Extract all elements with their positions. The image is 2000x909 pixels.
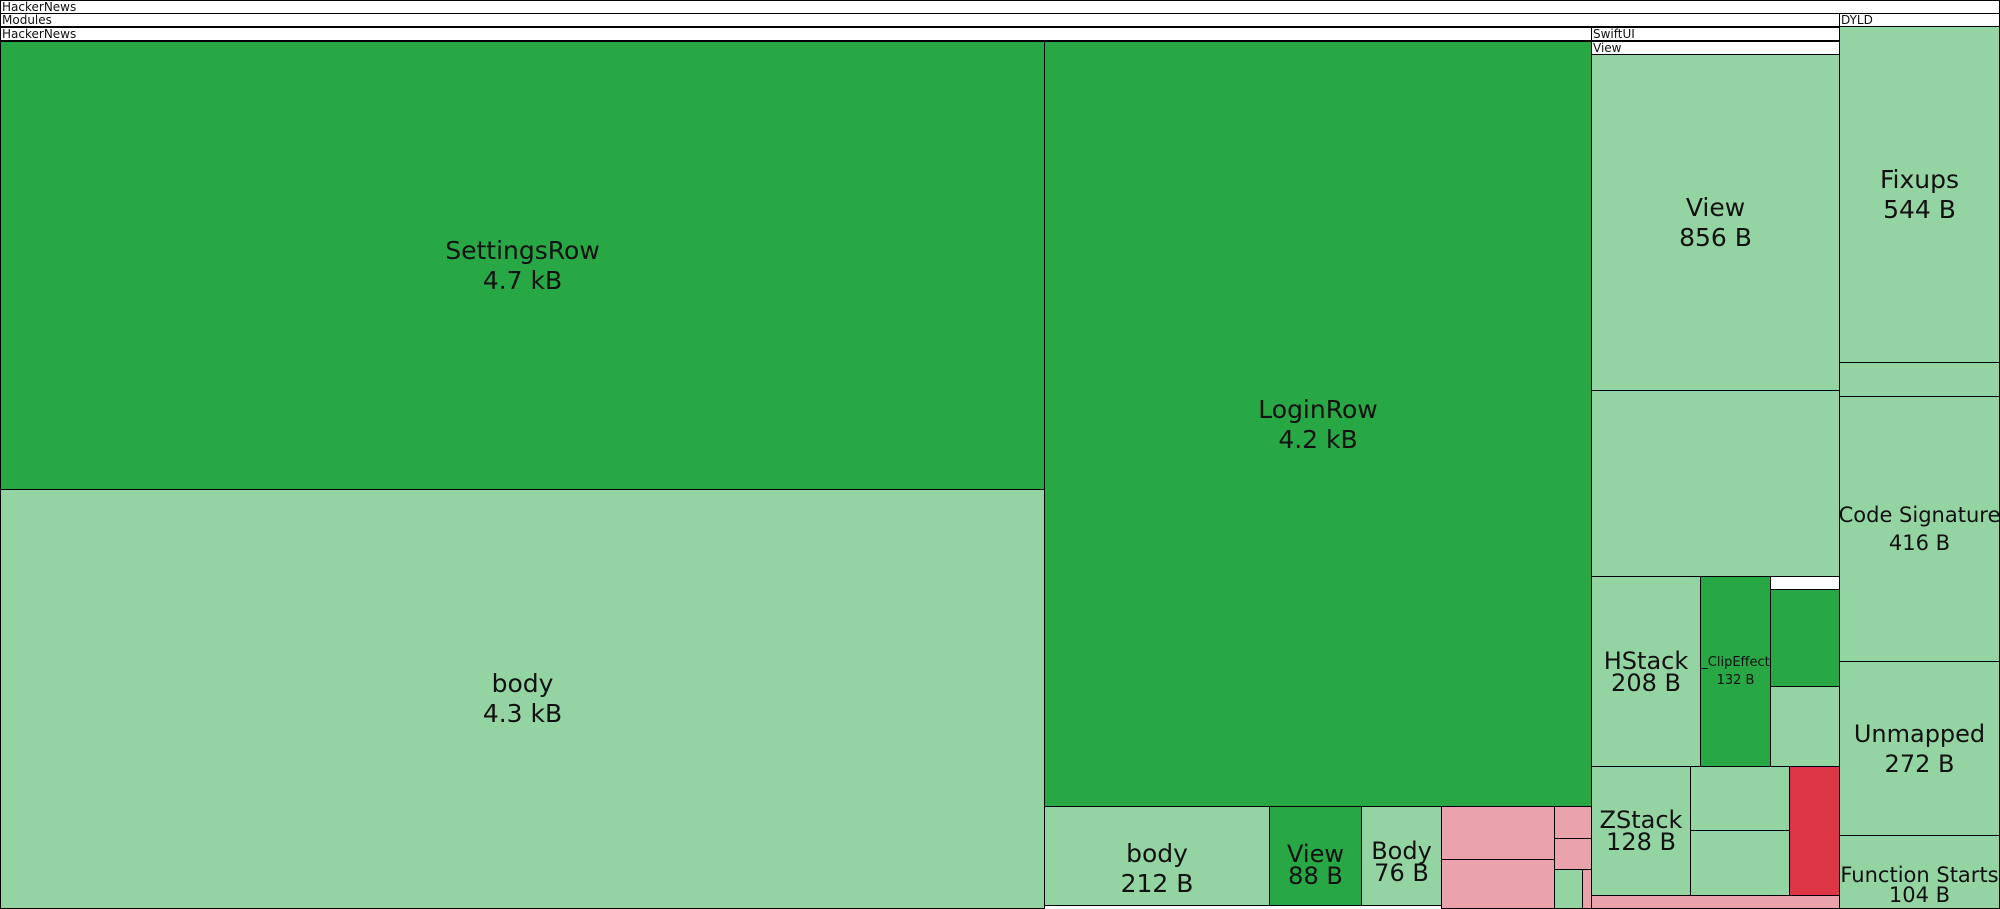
login-body-block[interactable]: body 212 B bbox=[1044, 806, 1270, 906]
clip-effect-name: _ClipEffect bbox=[1701, 654, 1770, 670]
unlabeled-block[interactable] bbox=[1554, 806, 1592, 839]
login-body-type-block[interactable]: Body 76 B bbox=[1361, 806, 1442, 906]
unmapped-size: 272 B bbox=[1884, 749, 1955, 778]
hstack-size: 208 B bbox=[1611, 668, 1681, 697]
fixups-size: 544 B bbox=[1883, 194, 1956, 224]
unlabeled-block[interactable] bbox=[1770, 576, 1840, 590]
unlabeled-block[interactable] bbox=[1441, 859, 1555, 909]
login-row-block[interactable]: LoginRow 4.2 kB bbox=[1044, 41, 1592, 808]
unlabeled-block[interactable] bbox=[1770, 686, 1840, 767]
function-starts-size: 104 B bbox=[1888, 883, 1951, 907]
unlabeled-block[interactable] bbox=[1690, 766, 1790, 831]
modules-header[interactable]: Modules bbox=[0, 13, 2000, 27]
settings-body-name: body bbox=[491, 669, 554, 698]
unlabeled-block[interactable] bbox=[1690, 830, 1790, 896]
unlabeled-block[interactable] bbox=[1789, 766, 1840, 896]
root-header[interactable]: HackerNews bbox=[0, 0, 2000, 14]
hackernews-module-header[interactable]: HackerNews bbox=[0, 27, 1592, 41]
clip-effect-block[interactable]: _ClipEffect 132 B bbox=[1700, 576, 1771, 767]
swiftui-view-size: 856 B bbox=[1679, 222, 1752, 252]
settings-row-block[interactable]: SettingsRow 4.7 kB bbox=[0, 41, 1045, 490]
swiftui-view-header[interactable]: View bbox=[1591, 41, 1840, 55]
swiftui-view-name: View bbox=[1685, 192, 1746, 222]
login-body-size: 212 B bbox=[1120, 869, 1194, 898]
zstack-name: ZStack bbox=[1599, 806, 1683, 834]
function-starts-block[interactable]: Function Starts 104 B bbox=[1839, 835, 2000, 909]
fixups-block[interactable]: Fixups 544 B bbox=[1839, 26, 2000, 363]
unlabeled-block[interactable] bbox=[1441, 806, 1555, 860]
settings-body-size: 4.3 kB bbox=[482, 699, 563, 728]
unmapped-block[interactable]: Unmapped 272 B bbox=[1839, 661, 2000, 836]
settings-body-block[interactable]: body 4.3 kB bbox=[0, 489, 1045, 909]
hstack-block[interactable]: HStack 208 B bbox=[1591, 576, 1701, 767]
fixups-name: Fixups bbox=[1879, 164, 1960, 194]
code-signature-size: 416 B bbox=[1888, 531, 1951, 555]
login-view-block[interactable]: View 88 B bbox=[1269, 806, 1362, 906]
code-signature-name: Code Signature bbox=[1839, 503, 2000, 527]
swiftui-header[interactable]: SwiftUI bbox=[1591, 27, 1840, 41]
unlabeled-block[interactable] bbox=[1554, 838, 1592, 870]
login-body-type-size: 76 B bbox=[1374, 859, 1429, 887]
hstack-name: HStack bbox=[1603, 646, 1689, 675]
unlabeled-block[interactable] bbox=[1839, 362, 2000, 397]
unmapped-name: Unmapped bbox=[1853, 719, 1986, 748]
unlabeled-block[interactable] bbox=[1770, 589, 1840, 687]
clip-effect-size: 132 B bbox=[1716, 672, 1755, 688]
login-view-size: 88 B bbox=[1288, 862, 1343, 890]
swiftui-view-block[interactable]: View 856 B bbox=[1591, 54, 1840, 391]
unlabeled-block[interactable] bbox=[1591, 390, 1840, 577]
login-body-name: body bbox=[1126, 839, 1188, 868]
settings-row-name: SettingsRow bbox=[445, 235, 600, 265]
zstack-block[interactable]: ZStack 128 B bbox=[1591, 766, 1691, 896]
login-view-name: View bbox=[1287, 840, 1344, 868]
login-body-type-name: Body bbox=[1371, 837, 1432, 865]
settings-row-size: 4.7 kB bbox=[482, 265, 563, 295]
zstack-size: 128 B bbox=[1606, 828, 1676, 856]
unlabeled-block[interactable] bbox=[1591, 895, 1840, 909]
login-row-name: LoginRow bbox=[1258, 394, 1378, 424]
dyld-header[interactable]: DYLD bbox=[1839, 13, 2000, 27]
login-row-size: 4.2 kB bbox=[1278, 424, 1358, 454]
unlabeled-block[interactable] bbox=[1554, 869, 1583, 909]
function-starts-name: Function Starts bbox=[1840, 863, 1999, 887]
code-signature-block[interactable]: Code Signature 416 B bbox=[1839, 396, 2000, 662]
